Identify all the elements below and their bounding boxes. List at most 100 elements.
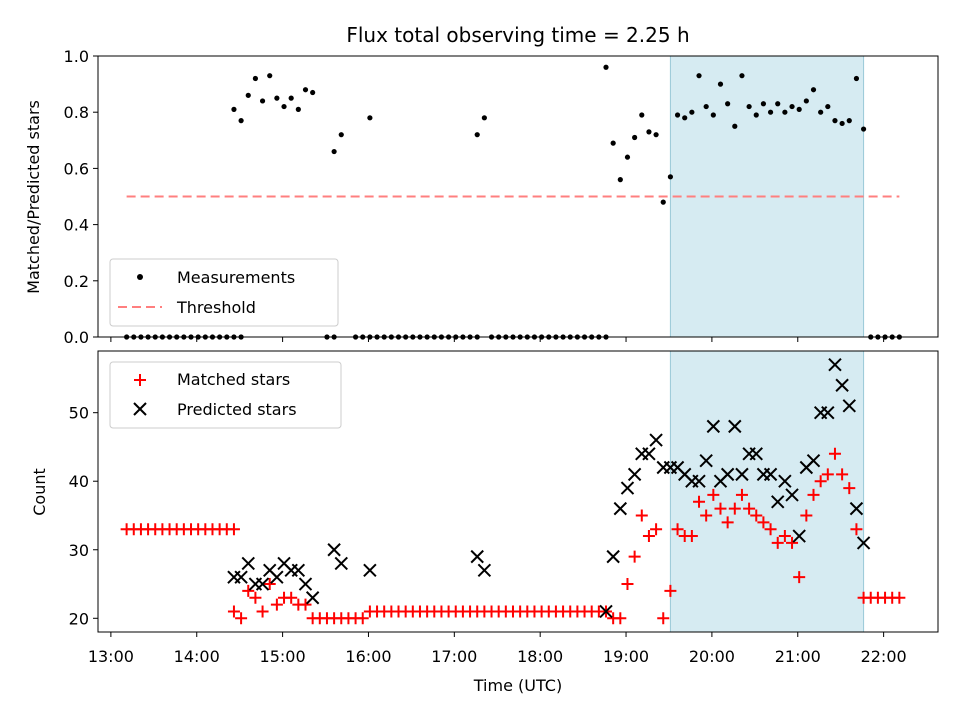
matched-point [671,523,684,536]
matched-point [227,605,240,618]
measurement-point [782,109,788,115]
matched-point [850,523,863,536]
measurement-point [775,101,781,107]
measurement-point [732,123,738,129]
bottom-legend-box [109,361,342,429]
top-y-tick-label: 0.0 [64,328,89,347]
matched-point [242,584,255,597]
matched-point [356,612,369,625]
measurement-point [367,115,373,121]
matched-point [256,605,269,618]
predicted-point [771,495,785,509]
predicted-point [477,563,492,578]
matched-point [621,578,634,591]
matched-point [664,584,677,597]
predicted-point [785,488,799,502]
measurement-point [310,89,316,96]
predicted-point [692,474,706,488]
predicted-point [828,357,842,372]
measurement-point [252,75,259,82]
bottom-x-tick-label: 17:00 [431,647,477,666]
measurement-point [825,103,831,110]
matched-points [120,447,906,625]
measurement-point [338,132,344,138]
bottom-x-tick-label: 14:00 [174,647,220,666]
matched-point [771,536,784,549]
measurement-point [796,106,802,112]
predicted-point [241,556,255,571]
legend-matched-label: Matched stars [177,370,290,389]
matched-point [821,468,834,481]
matched-point [263,578,276,591]
top-legend: Measurements Threshold [109,258,339,327]
predicted-point [720,467,735,482]
legend-measurements-marker [137,274,143,280]
measurement-point [860,126,867,132]
matched-point [227,523,240,536]
measurement-point [295,106,301,112]
top-x-axis-ticks [110,337,885,342]
matched-point [764,523,777,536]
bottom-x-tick-label: 18:00 [517,647,563,666]
bottom-y-axis-label: Count [30,468,49,516]
matched-point [836,468,849,481]
measurement-point [267,73,273,79]
matched-point [843,482,856,495]
matched-point [635,509,648,522]
matched-point [650,523,663,536]
measurement-point [853,75,860,82]
top-y-axis-ticks: 0.0 0.2 0.4 0.6 0.8 1.0 [64,47,98,347]
predicted-point [613,501,628,516]
bottom-x-tick-label: 15:00 [260,647,306,666]
measurement-point [245,92,251,98]
top-panel: 0.0 0.2 0.4 0.6 0.8 1.0 Matched/Predicted sta… [24,47,939,347]
matched-point [721,516,734,529]
predicted-point [291,563,306,578]
measurement-point [646,129,652,135]
measurement-point [753,112,759,118]
predicted-point [649,433,663,447]
matched-point [642,530,655,543]
measurement-point [481,115,487,121]
measurement-point [810,87,817,93]
matched-point [614,612,627,625]
measurement-point [667,174,674,180]
legend-matched-marker [134,374,146,386]
predicted-point [749,447,763,461]
predicted-point [706,419,721,434]
predicted-point [849,501,864,516]
measurement-point [259,98,266,104]
top-legend-box [109,258,339,327]
predicted-point [363,563,377,578]
measurement-point [789,103,795,110]
matched-point [270,598,283,611]
matched-point [685,530,698,543]
matched-point [707,488,720,501]
measurement-point [818,109,824,115]
predicted-point [699,453,713,468]
measurement-point [281,103,287,110]
measurement-point [274,95,280,101]
matched-point [728,502,741,515]
predicted-point [627,467,642,482]
top-y-tick-label: 0.6 [64,159,89,178]
chart-title: Flux total observing time = 2.25 h [346,23,689,47]
predicted-point [728,419,742,434]
predicted-point [470,549,484,564]
matched-point [285,591,298,604]
predicted-point [298,577,313,591]
matched-point [807,488,820,501]
measurement-point [674,112,681,118]
measurement-point [703,103,709,110]
predicted-point [620,481,635,495]
top-y-axis-label: Matched/Predicted stars [24,100,43,294]
predicted-points [227,357,871,619]
measurement-point [231,106,237,112]
top-y-tick-label: 0.4 [64,216,89,235]
measurement-point [839,120,845,127]
predicted-point [792,529,806,543]
predicted-point [606,549,620,564]
matched-point [735,488,748,501]
bottom-shaded-region [669,350,865,633]
measurement-point [610,140,616,146]
